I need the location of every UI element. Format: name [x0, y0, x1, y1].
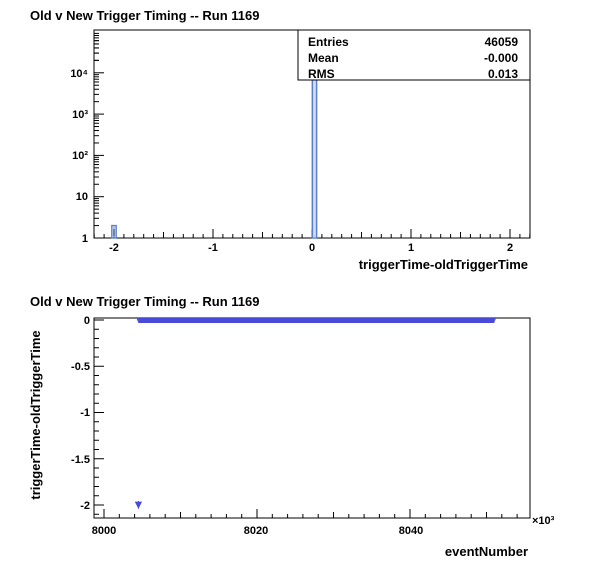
stats-entries-label: Entries	[308, 35, 349, 49]
stats-entries-value: 46059	[485, 35, 519, 49]
y-tick-label-10: 10	[76, 191, 88, 203]
stats-mean-value: -0.000	[484, 51, 518, 65]
histogram-bars	[111, 44, 318, 239]
x-tick-label-0: 0	[309, 242, 315, 254]
scatter-x-axis	[103, 509, 518, 518]
y-tick-label-10000: 10⁴	[70, 68, 88, 80]
stats-mean-label: Mean	[308, 51, 339, 65]
stats-box-frame	[297, 29, 531, 81]
y-tick-label-1000: 10³	[72, 109, 88, 121]
histogram-y-axis	[94, 32, 104, 239]
stats-box: Entries 46059 Mean -0.000 RMS 0.013	[297, 29, 531, 81]
x-axis-multiplier: ×10³	[532, 515, 555, 527]
scatter-x-axis-label: eventNumber	[445, 544, 528, 559]
y-tick-label-minus2: -2	[80, 500, 90, 512]
y-tick-label-minus1: -1	[80, 407, 90, 419]
scatter-point-0	[134, 501, 143, 509]
histogram-bar-0	[111, 224, 117, 239]
histogram-title: Old v New Trigger Timing -- Run 1169	[30, 8, 259, 23]
histogram-x-axis	[93, 229, 531, 238]
x-tick-label-minus1: -1	[208, 242, 218, 254]
scatter-dense-band	[138, 318, 495, 323]
histogram-panel: Old v New Trigger Timing -- Run 1169 1 1…	[30, 8, 531, 272]
y-tick-label-minus0-5: -0.5	[71, 361, 90, 373]
scatter-y-axis-label: triggerTime-oldTriggerTime	[28, 330, 43, 499]
histogram-bar-inner-0	[112, 226, 116, 237]
x-tick-label-8040: 8040	[399, 525, 423, 537]
scatter-title: Old v New Trigger Timing -- Run 1169	[30, 294, 259, 309]
scatter-points	[134, 318, 497, 509]
y-tick-label-1: 1	[82, 233, 88, 245]
stats-rms-value: 0.013	[488, 67, 518, 81]
x-tick-label-2: 2	[507, 242, 513, 254]
scatter-panel: Old v New Trigger Timing -- Run 1169 0 -…	[28, 294, 555, 559]
histogram-x-axis-label: triggerTime-oldTriggerTime	[359, 257, 528, 272]
x-tick-label-1: 1	[408, 242, 414, 254]
x-tick-label-8000: 8000	[92, 525, 116, 537]
scatter-y-axis	[94, 319, 104, 515]
x-tick-label-8020: 8020	[244, 525, 268, 537]
y-tick-label-minus1-5: -1.5	[71, 454, 90, 466]
y-tick-label-100: 10²	[72, 150, 88, 162]
x-tick-label-minus2: -2	[109, 242, 119, 254]
scatter-frame	[93, 317, 531, 519]
y-tick-label-0: 0	[84, 315, 90, 327]
stats-rms-label: RMS	[308, 67, 335, 81]
